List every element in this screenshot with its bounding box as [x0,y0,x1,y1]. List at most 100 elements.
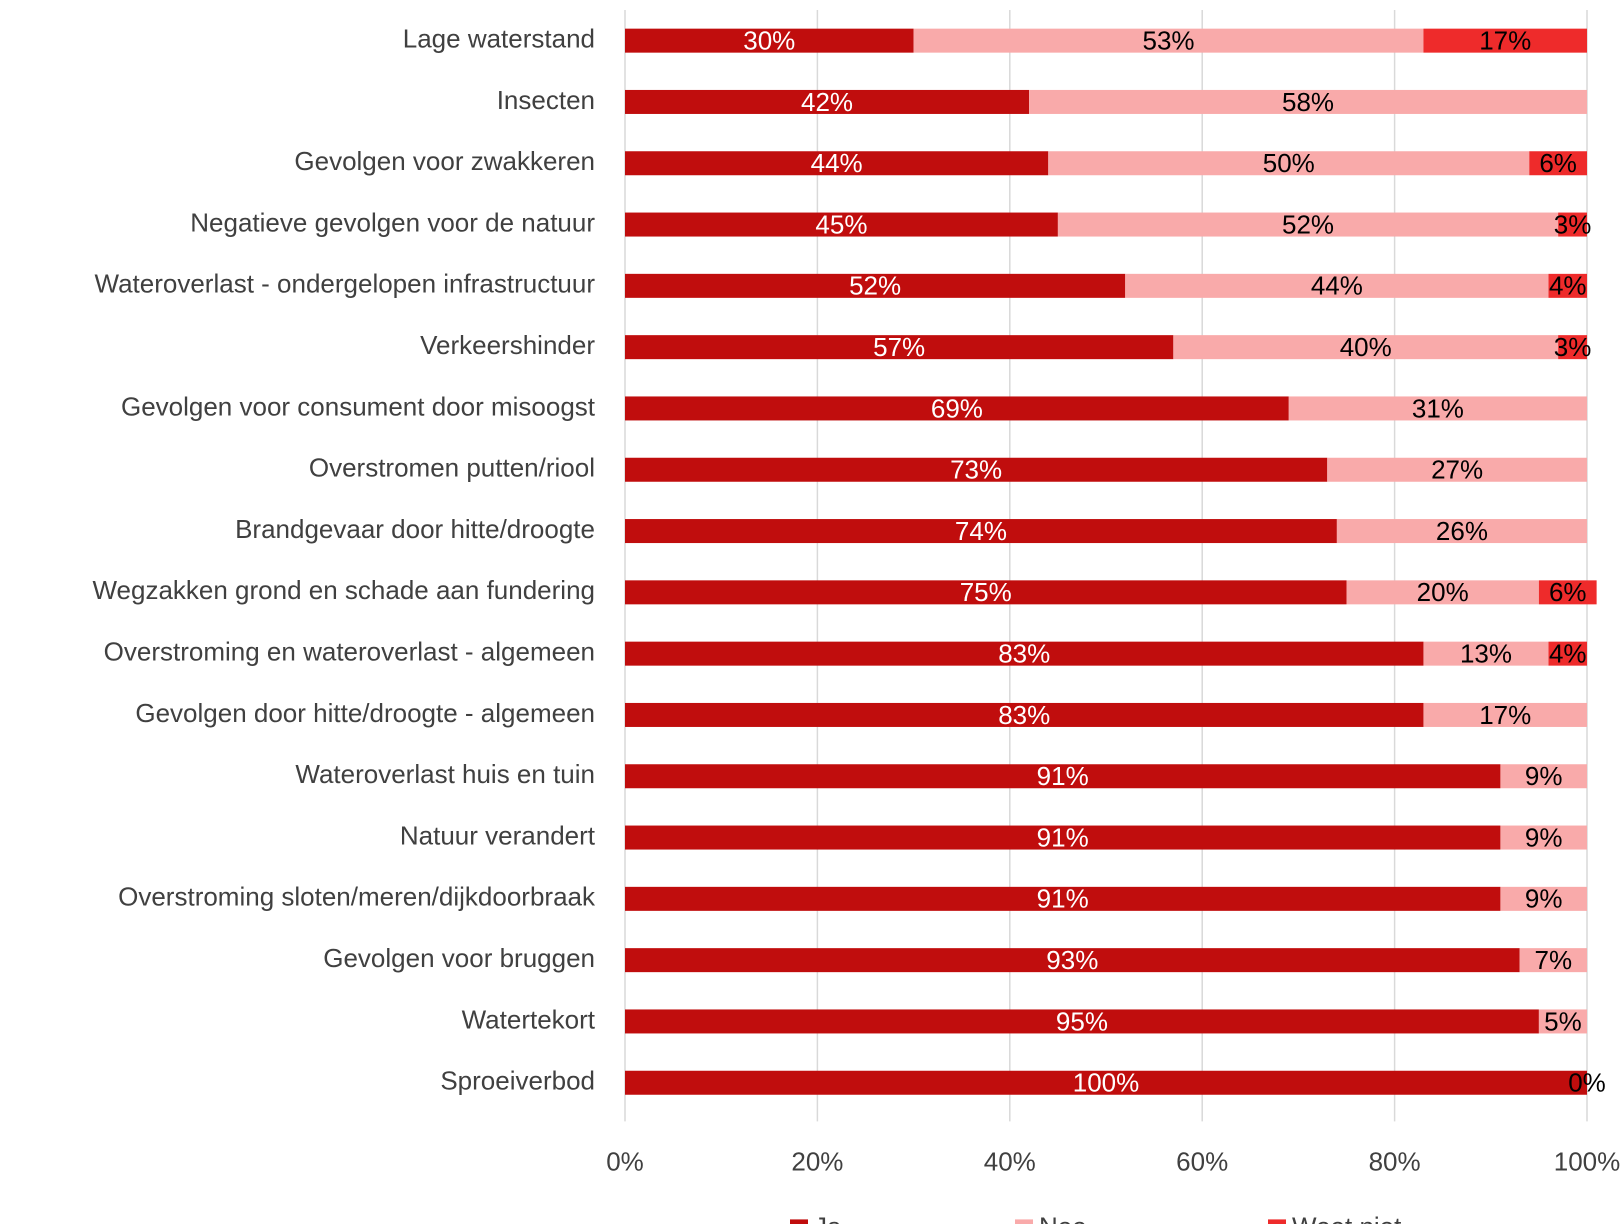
bar-segment [1057,212,1559,237]
category-label: Overstroming en wateroverlast - algemeen [104,637,595,667]
bar-segment [1500,886,1587,911]
data-label: 31% [1412,393,1464,423]
category-label: Natuur verandert [400,820,596,850]
x-tick-label: 100% [1554,1146,1621,1176]
data-label: 26% [1436,516,1488,546]
category-label: Overstroming sloten/meren/dijkdoorbraak [118,882,596,912]
category-label: Gevolgen voor consument door misoogst [121,391,596,421]
data-label: 44% [1311,271,1363,301]
category-label: Verkeershinder [420,330,595,360]
legend-label: Weet niet [1292,1211,1402,1224]
data-label: 20% [1417,577,1469,607]
bar-segment [1538,580,1597,605]
data-label: 5% [1544,1006,1582,1036]
data-label: 6% [1539,148,1577,178]
bar-segment [625,28,914,53]
bar-segment [1558,335,1587,360]
data-label: 30% [743,26,795,56]
bar-segment [625,825,1501,850]
bar-segment [1538,1009,1587,1034]
bar-segment [625,212,1058,237]
data-label: 27% [1431,455,1483,485]
data-label: 44% [811,148,863,178]
category-label: Overstromen putten/riool [309,453,595,483]
data-label: 91% [1037,884,1089,914]
data-label: 45% [815,209,867,239]
data-label: 13% [1460,639,1512,669]
data-label: 50% [1263,148,1315,178]
bar-segment [1346,580,1539,605]
data-label: 91% [1037,761,1089,791]
data-label: 53% [1143,26,1195,56]
x-tick-label: 60% [1176,1146,1228,1176]
bar-segment [1423,28,1587,53]
category-label: Insecten [497,85,595,115]
x-tick-label: 80% [1369,1146,1421,1176]
data-label: 17% [1479,26,1531,56]
data-label: 73% [950,455,1002,485]
data-label: 100% [1073,1068,1140,1098]
category-label: Gevolgen voor zwakkeren [294,146,595,176]
bar-segment [1173,335,1559,360]
bar-segment [1500,825,1587,850]
data-label: 7% [1535,945,1573,975]
bar-segment [625,886,1501,911]
bar-segment [1548,273,1587,298]
bar-segment [913,28,1424,53]
bar-segment [1558,212,1587,237]
category-label: Wateroverlast - ondergelopen infrastruct… [95,269,596,299]
bar-segment [1548,641,1587,666]
data-label: 83% [998,700,1050,730]
bar-segment [1029,89,1587,114]
data-label: 74% [955,516,1007,546]
bar-segment [1048,151,1530,176]
category-label: Brandgevaar door hitte/droogte [235,514,595,544]
bar-segment [1529,151,1587,176]
data-label: 3% [1554,332,1592,362]
data-label: 58% [1282,87,1334,117]
data-label: 57% [873,332,925,362]
data-label: 4% [1549,639,1587,669]
data-label: 75% [960,577,1012,607]
category-label: Watertekort [462,1004,596,1034]
legend-label: Ja [814,1211,842,1224]
data-label: 91% [1037,822,1089,852]
data-label: 0% [1568,1068,1606,1098]
data-label: 93% [1046,945,1098,975]
x-tick-label: 0% [606,1146,644,1176]
bar-segment [625,641,1424,666]
bar-segment [625,519,1337,544]
data-label: 17% [1479,700,1531,730]
bar-segment [625,764,1501,789]
data-label: 69% [931,393,983,423]
data-label: 3% [1554,209,1592,239]
bar-segment [625,89,1030,114]
bar-segment [1288,396,1587,421]
data-label: 6% [1549,577,1587,607]
x-tick-label: 20% [791,1146,843,1176]
bar-segment [625,702,1424,727]
bar-segment [625,396,1289,421]
bar-segment [625,1070,1587,1095]
bar-segment [625,151,1049,176]
x-tick-label: 40% [984,1146,1036,1176]
bar-segment [1327,457,1587,482]
data-label: 9% [1525,761,1563,791]
data-label: 52% [849,271,901,301]
bar-segment [1423,641,1549,666]
data-label: 40% [1340,332,1392,362]
bar-segment [625,580,1347,605]
bar-segment [1336,519,1587,544]
bar-segment [625,457,1328,482]
category-label: Negatieve gevolgen voor de natuur [190,207,595,237]
data-label: 52% [1282,209,1334,239]
category-label: Wateroverlast huis en tuin [295,759,595,789]
bar-segment [1423,702,1587,727]
category-label: Sproeiverbod [440,1066,595,1096]
bar-segment [625,273,1126,298]
legend-swatch [1268,1219,1286,1224]
bar-segment [1500,764,1587,789]
data-label: 83% [998,639,1050,669]
data-label: 42% [801,87,853,117]
